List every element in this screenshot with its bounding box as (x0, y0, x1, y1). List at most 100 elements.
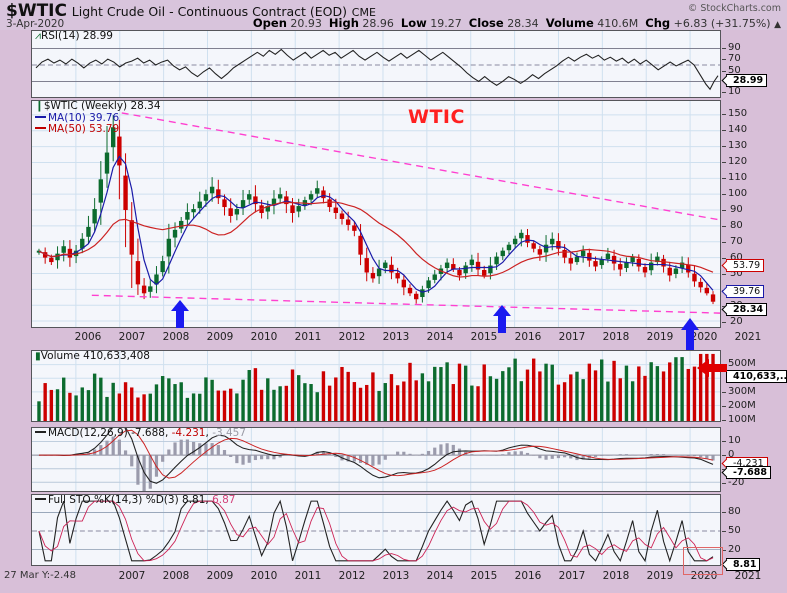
high-label: High (328, 16, 359, 30)
macd-value-callout: -7.688 (726, 466, 771, 479)
chg-label: Chg (645, 16, 671, 30)
candlestick-icon: ❙ (35, 100, 44, 112)
price-tick-130: 130 (728, 140, 748, 151)
price-tick-110: 110 (728, 172, 748, 183)
volume-tick-100m: 100M (728, 414, 756, 425)
price-legend-main: $WTIC (Weekly) 28.34 (43, 100, 161, 112)
price-legend-ma10: MA(10) 39.76 (48, 111, 120, 124)
xaxis-year-2008: 2008 (162, 331, 190, 343)
price-panel: ❙$WTIC (Weekly) 28.34 MA(10) 39.76 MA(50… (31, 100, 721, 328)
lower-trendline (91, 294, 720, 314)
sto-swatch-icon (35, 498, 46, 500)
chg-direction-icon: ▲ (774, 20, 781, 30)
volume-tick-300m: 300M (728, 386, 756, 397)
rsi-tick-70: 70 (728, 53, 741, 64)
xaxis-year-2019: 2019 (646, 331, 674, 343)
rsi-tick-50: 50 (728, 65, 741, 76)
sto-tick-20: 20 (728, 544, 741, 555)
bottom-year-2018: 2018 (602, 570, 630, 582)
xaxis-year-2018: 2018 (602, 331, 630, 343)
bottom-x-axis: 2007 2008 2009 2010 2011 2012 2013 2014 … (31, 570, 762, 584)
sto-legend-k: 8.81 (182, 494, 206, 506)
bottom-year-2011: 2011 (294, 570, 322, 582)
bottom-year-2015: 2015 (470, 570, 498, 582)
xaxis-year-2016: 2016 (514, 331, 542, 343)
macd-plot (32, 428, 720, 491)
chart-date: 3-Apr-2020 (6, 18, 65, 30)
price-legend: ❙$WTIC (Weekly) 28.34 MA(10) 39.76 MA(50… (35, 101, 161, 136)
symbol-label: $WTIC (6, 1, 67, 21)
open-label: Open (252, 16, 287, 30)
price-tick-140: 140 (728, 124, 748, 135)
price-tick-20: 20 (730, 316, 743, 327)
close-value: 28.34 (507, 17, 539, 30)
price-legend-ma50: MA(50) 53.79 (48, 123, 120, 135)
rsi-value-callout: 28.99 (726, 74, 768, 87)
bottom-year-2008: 2008 (162, 570, 190, 582)
macd-tick-10: 10 (728, 435, 741, 446)
xaxis-year-2012: 2012 (338, 331, 366, 343)
buy-marker-arrow-2009 (170, 300, 190, 332)
volume-value: 410.6M (597, 17, 639, 30)
volume-legend: ▮Volume 410,633,408 (35, 351, 150, 363)
sto-legend-d: 6.87 (212, 494, 236, 506)
bottom-year-2019: 2019 (646, 570, 674, 582)
xaxis-year-2020: 2020 (690, 331, 718, 343)
xaxis-year-2021: 2021 (734, 331, 762, 343)
ma50-value-callout: 53.79 (726, 259, 765, 272)
xaxis-year-2010: 2010 (250, 331, 278, 343)
volume-bars-series (37, 353, 715, 421)
price-tick-70: 70 (730, 236, 743, 247)
copyright-label: © StockCharts.com (687, 3, 781, 14)
low-label: Low (400, 16, 427, 30)
bottom-year-2014: 2014 (426, 570, 454, 582)
low-value: 19.27 (430, 17, 462, 30)
macd-legend-v2: -4.231 (171, 427, 206, 439)
volume-plot (32, 351, 720, 421)
macd-tick-neg20: -20 (728, 477, 745, 488)
macd-tick-0: 0 (728, 449, 735, 460)
price-tick-100: 100 (728, 188, 748, 199)
status-bar: 27 Mar Y:-2.48 (4, 570, 76, 581)
xaxis-year-2015: 2015 (470, 331, 498, 343)
close-label: Close (468, 16, 504, 30)
bottom-year-2017: 2017 (558, 570, 586, 582)
xaxis-year-2013: 2013 (382, 331, 410, 343)
exchange-label: CME (351, 6, 376, 19)
bottom-year-2016: 2016 (514, 570, 542, 582)
buy-marker-arrow-2020 (680, 318, 700, 354)
rsi-tick-90: 90 (728, 42, 741, 53)
ma10-value-callout: 39.76 (726, 285, 765, 298)
volume-label: Volume (545, 16, 594, 30)
chart-header: $WTIC Light Crude Oil - Continuous Contr… (0, 0, 787, 30)
sto-panel: Full STO %K(14,3) %D(3) 8.81, 6.87 (31, 494, 721, 566)
open-value: 20.93 (290, 17, 322, 30)
chart-title: $WTIC Light Crude Oil - Continuous Contr… (6, 1, 376, 21)
bottom-year-2009: 2009 (206, 570, 234, 582)
macd-swatch-icon (35, 431, 46, 433)
xaxis-year-2006: 2006 (74, 331, 102, 343)
price-x-axis: 2006 2007 2008 2009 2010 2011 2012 2013 … (31, 331, 762, 345)
wtic-annotation: WTIC (408, 106, 465, 128)
rsi-panel: ⩘RSI(14) 28.99 (31, 30, 721, 98)
volume-bars-icon: ▮ (35, 350, 41, 362)
sto-legend-name: Full STO %K(14,3) %D(3) (48, 494, 179, 506)
quote-stats: Open 20.93 High 28.96 Low 19.27 Close 28… (253, 16, 781, 30)
sto-tick-80: 80 (728, 506, 741, 517)
bottom-year-2010: 2010 (250, 570, 278, 582)
volume-value-callout: 410,633,... (726, 370, 787, 383)
bottom-year-2020: 2020 (690, 570, 718, 582)
volume-spike-arrow (697, 358, 727, 382)
rsi-plot (32, 31, 720, 97)
price-tick-50: 50 (730, 268, 743, 279)
sto-highlight-rect (683, 547, 723, 575)
macd-legend: MACD(12,26,9) -7.688, -4.231, -3.457 (35, 428, 246, 440)
rsi-legend-label: RSI(14) 28.99 (40, 30, 113, 42)
ma50-swatch-icon (35, 127, 46, 129)
rsi-tick-10: 10 (728, 86, 741, 97)
volume-tick-500m: 500M (728, 358, 756, 369)
buy-marker-arrow-2016 (492, 305, 512, 337)
rsi-indicator-icon: ⩘ (35, 30, 41, 42)
price-tick-120: 120 (728, 156, 748, 167)
